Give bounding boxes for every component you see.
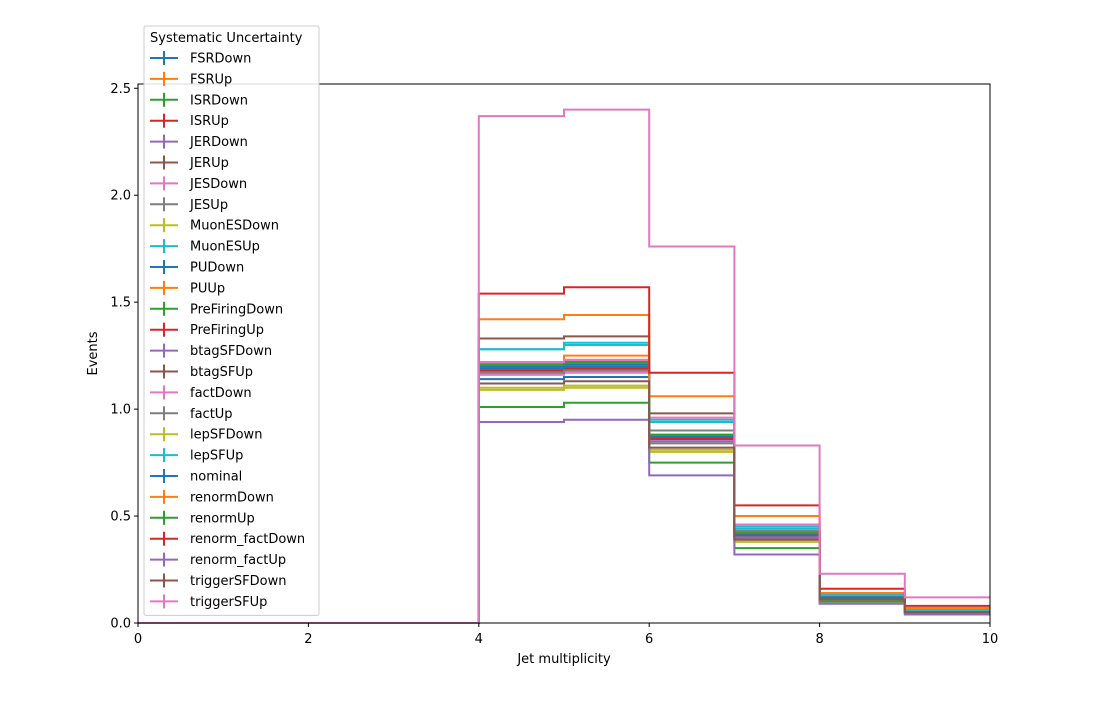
x-tick-label: 8 <box>815 632 823 647</box>
legend-label: renormDown <box>190 490 274 505</box>
legend-item: MuonESDown <box>150 218 279 234</box>
legend-item: PreFiringUp <box>150 322 264 338</box>
plot-frame <box>137 83 991 624</box>
legend-item: btagSFDown <box>150 343 272 359</box>
legend-label: PUUp <box>190 281 225 296</box>
legend-item: JESDown <box>150 176 247 192</box>
legend-label: triggerSFUp <box>190 595 267 610</box>
y-tick-label: 2.0 <box>110 189 131 204</box>
legend-item: ISRUp <box>150 113 229 129</box>
legend-label: PreFiringDown <box>190 302 283 317</box>
legend-label: nominal <box>190 470 242 485</box>
legend-item: triggerSFUp <box>150 594 267 610</box>
y-tick-label: 0.5 <box>110 510 131 525</box>
legend-item: JERDown <box>150 134 248 150</box>
legend-label: ISRUp <box>190 114 229 129</box>
legend-item: renorm_factUp <box>150 552 286 568</box>
legend-label: ISRDown <box>190 93 248 108</box>
legend-item: MuonESUp <box>150 239 260 255</box>
x-axis-label: Jet multiplicity <box>516 652 611 667</box>
legend-label: FSRDown <box>190 52 251 67</box>
legend-label: renorm_factDown <box>190 532 305 547</box>
legend-label: MuonESDown <box>190 219 279 234</box>
legend-label: btagSFDown <box>190 344 272 359</box>
legend-item: lepSFDown <box>150 427 262 443</box>
x-tick-label: 2 <box>304 632 312 647</box>
legend-label: FSRUp <box>190 72 232 87</box>
legend-label: lepSFDown <box>190 428 262 443</box>
legend-item: renormUp <box>150 510 255 526</box>
legend-item: FSRDown <box>150 51 251 67</box>
legend-item: factDown <box>150 385 252 401</box>
legend-label: renormUp <box>190 511 255 526</box>
legend-label: factDown <box>190 386 252 401</box>
legend-label: JESUp <box>189 198 228 213</box>
legend-item: factUp <box>150 406 233 422</box>
y-tick-label: 0.0 <box>110 617 131 632</box>
legend-label: JESDown <box>189 177 247 192</box>
legend-item: renormDown <box>150 489 274 505</box>
legend-item: PreFiringDown <box>150 301 283 317</box>
legend-label: JERUp <box>189 156 229 171</box>
y-axis-label: Events <box>86 331 101 375</box>
legend-label: MuonESUp <box>190 240 260 255</box>
legend-box <box>143 25 320 616</box>
legend-item: JERUp <box>150 155 229 171</box>
legend-item: FSRUp <box>150 71 232 87</box>
legend-label: renorm_factUp <box>190 553 286 568</box>
legend-label: PreFiringUp <box>190 323 264 338</box>
legend-item: nominal <box>150 469 242 485</box>
x-tick-label: 4 <box>475 632 483 647</box>
legend-label: triggerSFDown <box>190 574 286 589</box>
legend-title: Systematic Uncertainty <box>150 31 303 46</box>
x-tick-label: 10 <box>982 632 999 647</box>
legend-item: JESUp <box>150 197 228 213</box>
y-tick-label: 1.5 <box>110 296 131 311</box>
legend-item: ISRDown <box>150 92 248 108</box>
ticks-layer: 0 2 4 6 8 10 0.0 0.5 1.0 1.5 2.0 2.5 <box>110 82 998 647</box>
legend-item: lepSFUp <box>150 448 243 464</box>
legend-item: PUDown <box>150 260 244 276</box>
legend: Systematic Uncertainty FSRDown FSRUp ISRDo… <box>143 25 320 616</box>
legend-item: triggerSFDown <box>150 573 286 589</box>
x-tick-label: 0 <box>134 632 142 647</box>
x-tick-label: 6 <box>645 632 653 647</box>
legend-item: PUUp <box>150 280 225 296</box>
legend-label: JERDown <box>189 135 248 150</box>
y-tick-label: 2.5 <box>110 82 131 97</box>
legend-label: factUp <box>190 407 233 422</box>
legend-label: lepSFUp <box>190 449 243 464</box>
legend-item: btagSFUp <box>150 364 253 380</box>
legend-item: renorm_factDown <box>150 531 305 547</box>
legend-entries: FSRDown FSRUp ISRDown ISRUp JERDown JERUp JESD… <box>150 51 305 610</box>
y-tick-label: 1.0 <box>110 403 131 418</box>
legend-label: PUDown <box>190 261 244 276</box>
legend-label: btagSFUp <box>190 365 253 380</box>
